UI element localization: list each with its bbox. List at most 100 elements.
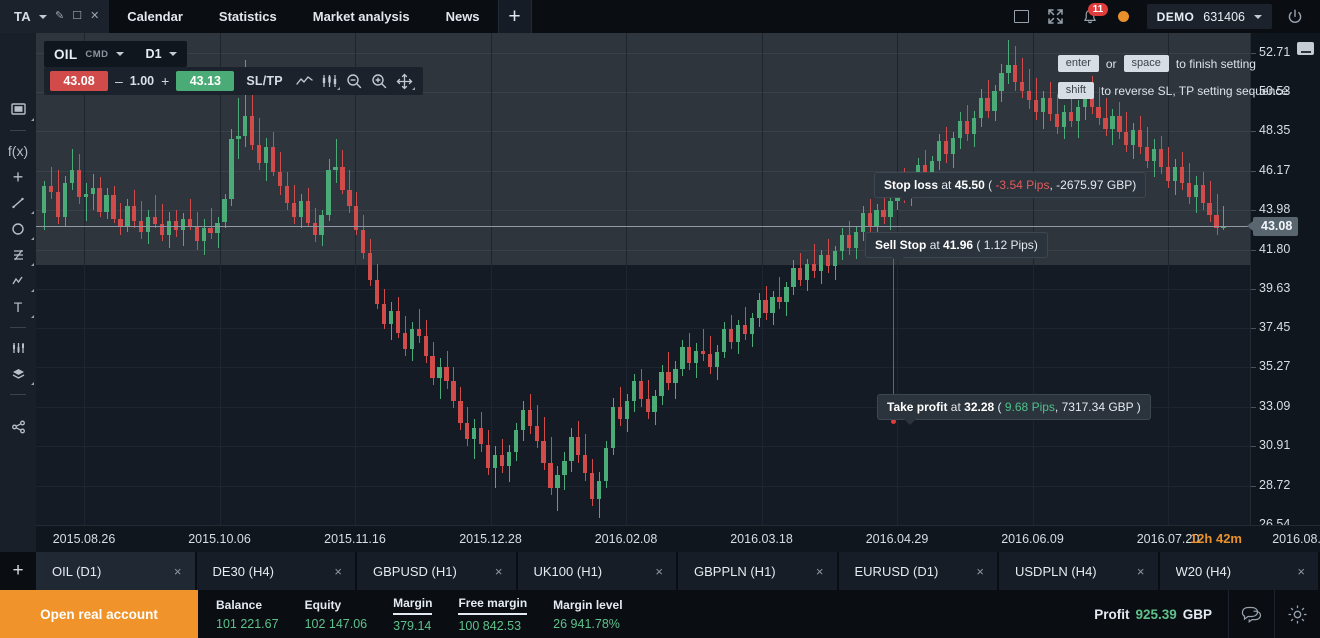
chart-tab[interactable]: W20 (H4) × [1159, 552, 1318, 590]
crosshair-plus-icon[interactable]: + [12, 166, 24, 187]
buy-button[interactable]: 43.13 [176, 71, 235, 91]
account-metric-value: 100 842.53 [458, 618, 522, 633]
price-axis[interactable]: 52.71 50.53 48.35 46.17 43.98 41.80 39.63 37.45… [1246, 33, 1320, 552]
chart-tab-close-icon[interactable]: × [173, 563, 182, 579]
candle-body [1054, 114, 1060, 127]
candle-body [451, 381, 456, 402]
price-tick-mark [1251, 367, 1256, 369]
candle-wick [141, 200, 143, 239]
nav-news[interactable]: News [445, 9, 480, 24]
stop-loss-tooltip[interactable]: Stop loss at 45.50 ( -3.54 Pips, -2675.9… [874, 172, 1147, 203]
grid-line-horizontal [36, 52, 1250, 54]
volume-increase-button[interactable]: + [161, 73, 170, 89]
chart-tab[interactable]: EURUSD (D1) × [838, 552, 997, 590]
open-real-account-button[interactable]: Open real account [0, 590, 198, 638]
indicator-fx-icon[interactable]: f(x) [7, 143, 29, 159]
layers-icon[interactable] [0, 361, 36, 387]
chart-tab[interactable]: GBPPLN (H1) × [678, 552, 837, 590]
logout-button[interactable] [1278, 0, 1312, 33]
trade-toolbar[interactable]: 43.08 – 1.00 + 43.13 SL/TP [44, 67, 423, 95]
chart-tab-close-icon[interactable]: × [1297, 563, 1305, 579]
account-metric: Equity 102 147.06 [305, 598, 368, 631]
sltp-button[interactable]: SL/TP [246, 74, 283, 88]
candle-body [416, 328, 421, 337]
chevron-down-icon[interactable] [168, 52, 177, 56]
chart-tab-close-icon[interactable]: × [815, 563, 824, 579]
settings-button[interactable] [1274, 590, 1320, 638]
account-selector[interactable]: DEMO 631406 [1146, 4, 1272, 29]
zoom-out-icon[interactable] [342, 70, 367, 92]
candle-body [402, 332, 408, 349]
take-profit-marker[interactable] [891, 419, 896, 425]
candle-body [1186, 182, 1191, 198]
candle-wick [814, 244, 816, 279]
chart-type-icon[interactable] [0, 97, 36, 123]
nav-market-analysis[interactable]: Market analysis [312, 9, 410, 24]
dropdown-corner-icon [31, 118, 34, 121]
candle-body [1068, 112, 1073, 122]
candle-wick [703, 328, 705, 362]
collapse-panel-button[interactable] [1297, 42, 1314, 55]
notifications-button[interactable]: 11 [1073, 0, 1109, 33]
chart-tab[interactable]: GBPUSD (H1) × [357, 552, 516, 590]
candle-body [1165, 166, 1171, 181]
fullscreen-button[interactable] [1039, 0, 1073, 33]
chevron-down-icon[interactable] [38, 14, 47, 19]
fibonacci-icon[interactable] [0, 242, 36, 268]
chevron-down-icon[interactable] [1254, 14, 1262, 19]
chart-container[interactable]: 52.71 50.53 48.35 46.17 43.98 41.80 39.63 37.45… [36, 33, 1320, 552]
symbol-bar[interactable]: OIL CMD D1 [44, 41, 187, 67]
candle-body [305, 200, 310, 223]
chart-tab-close-icon[interactable]: × [334, 563, 342, 579]
price-tick-mark [1251, 170, 1256, 172]
oscillator-icon[interactable] [0, 335, 36, 361]
add-panel-button[interactable]: + [497, 0, 532, 33]
volume-value[interactable]: 1.00 [129, 74, 155, 88]
workspace-selector[interactable]: TA ✎ ☐ ✕ [0, 0, 110, 33]
paren-close: ) [1132, 178, 1137, 192]
zoom-in-icon[interactable] [367, 70, 392, 92]
nav-statistics[interactable]: Statistics [218, 9, 277, 24]
line-chart-icon[interactable] [292, 70, 317, 92]
candle-body [263, 146, 269, 163]
candle-body [541, 440, 546, 463]
grid-line-horizontal [36, 210, 1250, 212]
chart-tab-close-icon[interactable]: × [655, 563, 663, 579]
edit-icon[interactable]: ✎ [54, 10, 65, 22]
chart-tab[interactable]: OIL (D1) × [36, 552, 195, 590]
text-tool-icon[interactable]: T [0, 294, 36, 320]
current-price-tag[interactable]: 43.08 [1246, 216, 1299, 236]
add-chart-tab-button[interactable]: + [12, 560, 24, 581]
chart-tab-close-icon[interactable]: × [976, 563, 984, 579]
chat-button[interactable] [1228, 590, 1274, 638]
chart-tab[interactable]: DE30 (H4) × [196, 552, 355, 590]
grid-line-vertical [490, 33, 492, 525]
candle-body [916, 164, 921, 180]
trend-line-icon[interactable] [0, 190, 36, 216]
move-crosshair-icon[interactable] [392, 70, 417, 92]
share-icon[interactable] [0, 414, 36, 440]
time-axis[interactable]: 2015.08.26 2015.10.06 2015.11.16 2015.12.28… [36, 525, 1320, 552]
chevron-down-icon[interactable] [115, 52, 124, 56]
candle-body [825, 254, 831, 266]
elliott-wave-icon[interactable] [0, 268, 36, 294]
maximize-icon[interactable]: ☐ [72, 10, 83, 22]
account-metric-value: 379.14 [393, 618, 432, 633]
chart-tab-close-icon[interactable]: × [1136, 563, 1145, 579]
candle-body [326, 170, 331, 216]
sell-button[interactable]: 43.08 [50, 71, 108, 91]
take-profit-tooltip[interactable]: Take profit at 32.28 ( 9.68 Pips, 7317.3… [877, 394, 1151, 425]
volume-decrease-button[interactable]: – [115, 73, 123, 89]
chart-tab-close-icon[interactable]: × [494, 563, 503, 579]
chart-tab[interactable]: UK100 (H1) × [517, 552, 676, 590]
close-icon[interactable]: ✕ [90, 10, 100, 22]
nav-calendar[interactable]: Calendar [127, 9, 183, 24]
ellipse-icon[interactable] [0, 216, 36, 242]
sell-stop-tooltip[interactable]: Sell Stop at 41.96 ( 1.12 Pips) [865, 232, 1048, 263]
candle-body [1110, 116, 1115, 129]
main-navigation: Calendar Statistics Market analysis News… [109, 0, 532, 33]
layout-button[interactable] [1005, 0, 1039, 33]
grid-line-horizontal [36, 170, 1250, 172]
candlestick-icon[interactable] [317, 70, 342, 92]
chart-tab[interactable]: USDPLN (H4) × [999, 552, 1158, 590]
